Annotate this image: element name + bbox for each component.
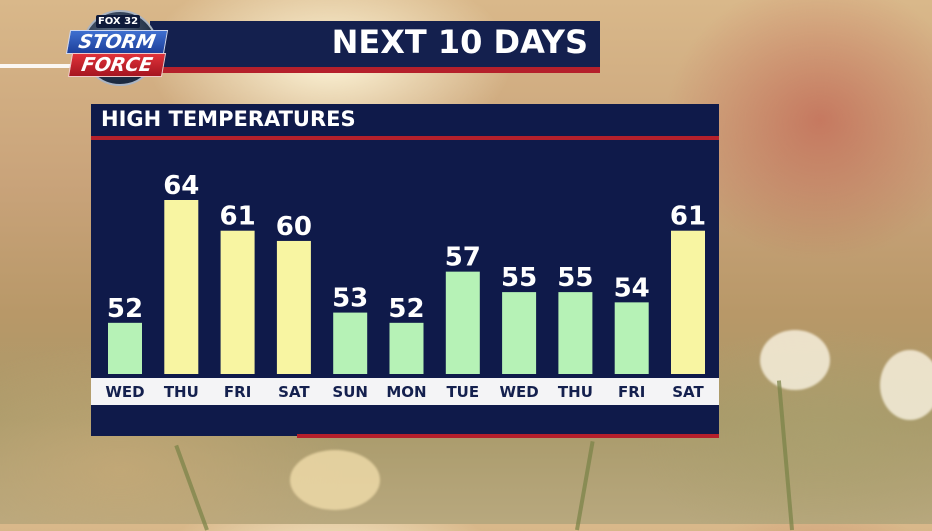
bar-value-label: 61 [670,202,706,232]
panel-title-bar: HIGH TEMPERATURES [91,104,719,140]
bar-value-label: 61 [220,202,256,232]
day-label: FRI [618,383,645,401]
logo-storm: STORM [65,30,169,54]
background-stem [174,444,209,531]
bar-value-label: 55 [501,263,537,293]
day-label: FRI [224,383,251,401]
bar-value-label: 60 [276,212,312,242]
chart-title: HIGH TEMPERATURES [101,107,356,131]
background-flower [290,450,380,510]
bar-sat-3 [276,240,311,374]
header-bar: NEXT 10 DAYS [150,21,600,73]
bar-wed-7 [502,292,537,374]
day-label: MON [386,383,426,401]
bar-mon-5 [389,322,424,374]
bar-value-label: 57 [445,243,481,273]
panel-bottom-accent [297,434,719,438]
bar-value-label: 64 [163,171,199,201]
day-label: SAT [672,383,704,401]
logo-force: FORCE [67,53,167,77]
day-label: THU [558,383,593,401]
bar-value-label: 55 [557,263,593,293]
day-label: WED [105,383,144,401]
bar-chart: 52 WED 64 THU 61 FRI 60 SAT 53 SUN 52 MON 57 TUE 55 WED… [105,171,706,401]
background-stem [575,441,595,531]
storm-force-logo: FOX 32 STORM FORCE [65,8,170,86]
day-label: WED [499,383,538,401]
background-flower [760,330,830,390]
bar-tue-6 [445,271,480,374]
background-stem [776,380,794,531]
bar-value-label: 52 [388,294,424,324]
day-label-strip [91,378,719,405]
bar-fri-2 [220,230,255,374]
day-label: THU [164,383,199,401]
day-label: SUN [332,383,368,401]
bar-fri-9 [614,302,649,374]
header-title: NEXT 10 DAYS [331,23,588,61]
chart-panel: HIGH TEMPERATURES 52 WED 64 THU 61 FRI 60 SAT 53… [91,104,719,436]
logo-network: FOX 32 [96,15,140,28]
bar-value-label: 53 [332,284,368,314]
background-flower [880,350,932,420]
bar-sun-4 [333,312,368,374]
bar-value-label: 54 [614,273,650,303]
bar-sat-10 [671,230,705,374]
day-label: SAT [278,383,310,401]
day-label: TUE [446,383,479,401]
bar-thu-8 [558,292,593,374]
bar-wed-0 [108,322,142,374]
bar-value-label: 52 [107,294,143,324]
bar-thu-1 [164,200,199,374]
